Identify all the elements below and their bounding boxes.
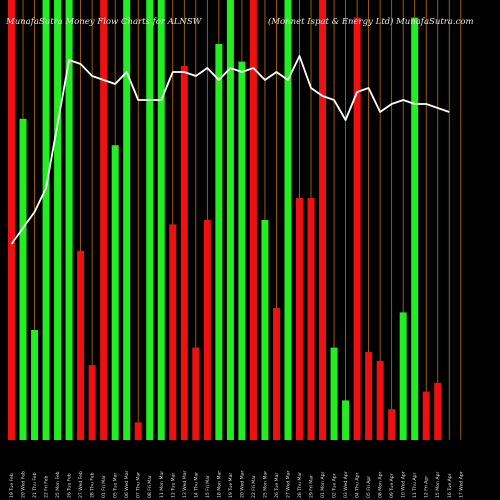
bar-down [100,0,108,440]
bar-up [411,17,419,440]
bar-down [77,250,85,440]
bar-down [88,365,96,440]
x-tick-label: 06 Wed Mar [124,470,130,498]
x-tick-label: 04 Thu Apr [355,473,361,498]
bar-up [31,330,39,440]
x-tick-label: 20 Wed Feb [21,471,27,498]
x-tick-label: 16 Tue Apr [447,473,453,498]
x-tick-label: 12 Fri Apr [424,476,430,498]
x-tick-label: 22 Fri Feb [44,476,50,498]
x-tick-label: 26 Tue Feb [67,473,73,498]
bar-up [342,400,350,440]
x-tick-label: 26 Tue Mar [274,473,280,498]
x-tick-label: 08 Mon Apr [378,471,384,498]
bar-down [388,409,396,440]
bar-up [123,0,131,440]
x-tick-label: 29 Fri Mar [309,475,315,498]
bar-up [284,0,292,440]
x-tick-label: 15 Fri Mar [205,475,211,498]
x-tick-label: 09 Tue Apr [389,473,395,498]
x-tick-label: 15 Mon Apr [435,471,441,498]
bar-up [157,0,165,440]
bar-down [180,66,188,440]
x-tick-label: 02 Tue Apr [332,473,338,498]
x-tick-label: 01 Fri Mar [101,475,107,498]
x-tick-label: 01 Mon Apr [320,471,326,498]
bar-up [146,0,154,440]
x-tick-label: 11 Thu Apr [412,473,418,498]
bar-up [238,61,246,440]
bar-down [376,360,384,440]
bar-down [203,220,211,440]
x-tick-label: 14 Thu Mar [193,472,199,498]
bar-down [422,391,430,440]
x-tick-label: 19 Tue Feb [9,473,15,498]
bar-down [319,0,327,440]
x-tick-label: 10 Wed Apr [401,471,407,498]
bar-up [399,312,407,440]
bar-down [307,198,315,440]
x-tick-label: 13 Wed Mar [182,470,188,498]
x-tick-label: 25 Mon Mar [262,471,268,498]
money-flow-line [10,55,450,245]
x-tick-label: 21 Thu Feb [32,472,38,498]
x-tick-label: 20 Wed Mar [239,470,245,498]
bar-up [330,347,338,440]
x-tick-label: 27 Wed Mar [285,470,291,498]
bar-up [261,220,269,440]
bar-up [65,0,73,440]
x-tick-label: 27 Wed Feb [78,471,84,498]
x-tick-label: 17 Wed Apr [458,471,464,498]
x-tick-label: 25 Mon Feb [55,471,61,498]
bar-down [169,224,177,440]
x-tick-label: 11 Mon Mar [159,471,165,498]
x-tick-label: 12 Tue Mar [170,473,176,498]
x-tick-label: 18 Mon Mar [216,471,222,498]
bar-down [272,308,280,440]
chart-title-right: (Monnet Ispat & Energy Ltd) MunafaSutra.… [268,16,474,27]
bar-down [296,198,303,440]
bar-series [8,0,442,441]
bar-up [42,0,50,440]
x-tick-label: 03 Wed Apr [343,471,349,498]
bar-up [54,0,62,440]
bar-down [249,0,257,440]
chart-title-left: MunafaSutra Money Flow Charts for ALNSW [5,17,203,27]
bar-up [19,118,27,441]
x-tick-label: 28 Thu Feb [90,472,96,498]
bar-down [134,422,142,440]
x-tick-label: 05 Fri Apr [366,476,372,498]
x-tick-label: 05 Tue Mar [113,473,119,498]
bar-up [111,145,119,440]
bar-down [353,17,361,440]
x-tick-label: 28 Thu Mar [297,472,303,498]
x-tick-label: 19 Tue Mar [228,473,234,498]
line-series [10,55,450,245]
bar-down [192,347,200,440]
x-tick-labels: 19 Tue Feb 20 Wed Feb 21 Thu Feb 22 Fri Feb… [9,470,464,498]
bar-up [215,44,223,440]
x-tick-label: 22 Fri Mar [251,475,257,498]
bar-down [434,382,442,440]
bar-up [226,0,234,440]
x-tick-label: 08 Fri Mar [147,475,153,498]
bar-down [365,352,373,440]
bar-down [8,0,15,440]
x-tick-label: 07 Thu Mar [136,472,142,498]
